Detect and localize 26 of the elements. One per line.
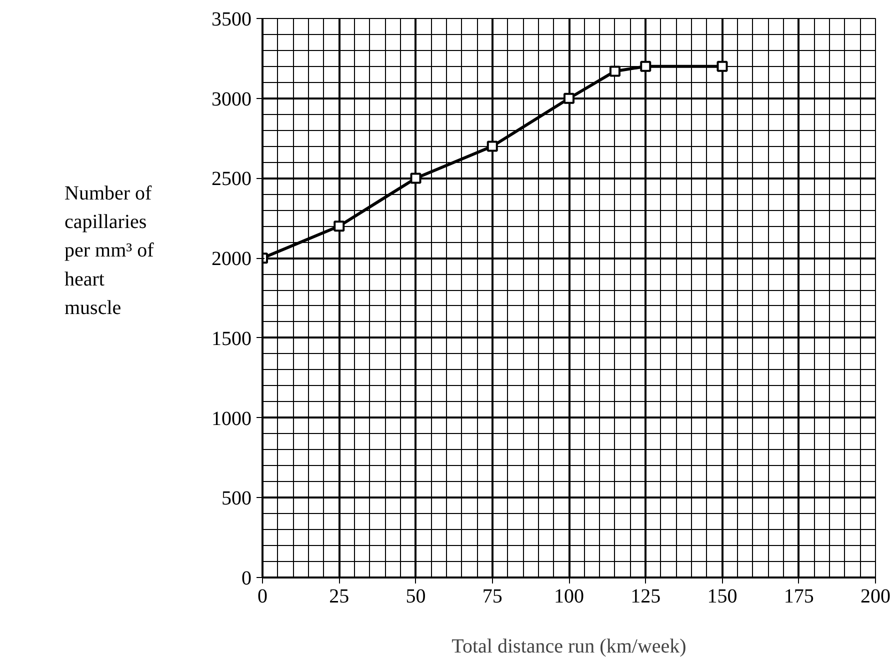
y-tick-label: 500 [222, 488, 252, 510]
x-tick-label: 0 [258, 586, 268, 608]
point [334, 220, 345, 232]
x-tick-label: 200 [860, 586, 890, 608]
x-tick-label: 50 [406, 586, 426, 608]
point [564, 92, 574, 104]
y-tick-label: 3000 [212, 88, 252, 110]
x-axis-title: Total distance run (km/week) [452, 636, 686, 658]
x-tick-label: 75 [482, 586, 502, 608]
y-tick-label: 2500 [212, 168, 252, 190]
point [609, 66, 620, 77]
y-tick-label: 1500 [212, 328, 252, 350]
x-tick-label: 125 [630, 586, 661, 608]
y-tick-label: 0 [242, 568, 252, 590]
point [640, 60, 652, 72]
y-tick-label: 2000 [212, 248, 252, 270]
y-tick-label: 3500 [212, 8, 252, 30]
y-tick-label: 1000 [212, 408, 252, 430]
point [410, 172, 422, 184]
x-tick-label: 25 [329, 586, 350, 608]
y-axis-title: Number of capillaries per mm³ of heart muscle [64, 182, 154, 319]
x-tick-label: 100 [554, 586, 584, 608]
x-tick-label: 175 [784, 586, 814, 608]
x-tick-label: 150 [707, 586, 738, 608]
point [486, 140, 498, 152]
point [716, 60, 728, 72]
